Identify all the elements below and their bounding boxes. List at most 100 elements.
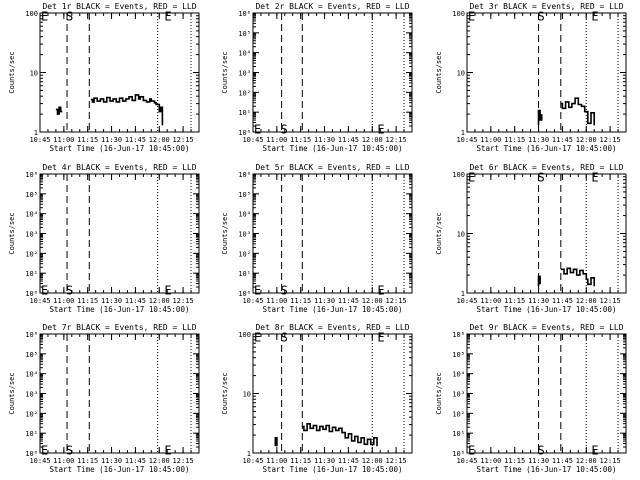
y-tick-label: 10⁰	[25, 290, 38, 298]
x-tick-label: 11:30	[101, 457, 122, 465]
x-axis-label: Start Time (16-Jun-17 10:45:00)	[477, 144, 617, 153]
detector-panel-3: Det 3r BLACK = Events, RED = LLD 1 10 100 10…	[435, 2, 627, 153]
y-tick-label: 10⁶	[25, 331, 38, 339]
edge-mark: E	[468, 444, 475, 458]
x-tick-label: 11:30	[528, 136, 549, 144]
y-tick-label: 10⁶	[25, 171, 38, 179]
x-tick-label: 11:15	[290, 297, 311, 305]
x-tick-label: 11:00	[266, 297, 287, 305]
x-tick-label: 12:15	[173, 457, 194, 465]
events-series-segment	[560, 267, 596, 287]
detector-panel-4: Det 4r BLACK = Events, RED = LLD 10⁰ 10¹ 10…	[8, 163, 200, 314]
start-mark: S	[66, 444, 73, 458]
y-tick-label: 100	[452, 10, 465, 18]
y-tick-label: 10⁴	[238, 50, 251, 58]
x-tick-label: 11:45	[338, 136, 359, 144]
y-tick-label: 10⁵	[25, 351, 38, 359]
end-mark: E	[591, 171, 598, 185]
x-tick-label: 11:30	[101, 297, 122, 305]
y-tick-label: 10	[457, 231, 465, 239]
x-tick-label: 11:15	[504, 136, 525, 144]
y-tick-label: 10⁰	[452, 450, 465, 458]
x-tick-label: 11:45	[338, 457, 359, 465]
y-tick-label: 10	[457, 70, 465, 78]
y-tick-label: 10	[30, 70, 38, 78]
detector-panel-2: Det 2r BLACK = Events, RED = LLD 10⁰ 10¹ 10…	[221, 2, 413, 153]
x-tick-label: 11:30	[314, 457, 335, 465]
y-tick-label: 10²	[25, 410, 38, 418]
start-mark: S	[66, 10, 73, 24]
x-tick-label: 11:15	[504, 457, 525, 465]
y-tick-label: 10⁰	[238, 290, 251, 298]
events-series-segment	[274, 436, 278, 447]
x-tick-label: 11:30	[528, 297, 549, 305]
x-tick-label: 11:45	[552, 297, 573, 305]
y-axis-label: Counts/sec	[8, 212, 16, 254]
plot-frame	[252, 12, 413, 133]
end-mark: E	[377, 123, 384, 137]
y-axis-label: Counts/sec	[8, 372, 16, 414]
y-tick-label: 10²	[25, 250, 38, 258]
plot-frame	[466, 333, 627, 454]
panel-title: Det 8r BLACK = Events, RED = LLD	[255, 323, 409, 332]
panel-title: Det 6r BLACK = Events, RED = LLD	[469, 163, 623, 172]
x-tick-label: 12:00	[576, 136, 597, 144]
x-tick-label: 11:15	[290, 136, 311, 144]
start-mark: S	[538, 10, 545, 24]
edge-mark: E	[41, 10, 48, 24]
panel-title: Det 9r BLACK = Events, RED = LLD	[469, 323, 623, 332]
y-tick-label: 1	[461, 129, 465, 137]
x-tick-label: 10:45	[242, 136, 263, 144]
y-tick-label: 10⁵	[452, 351, 465, 359]
edge-mark: E	[254, 123, 261, 137]
y-tick-label: 10²	[452, 410, 465, 418]
x-tick-label: 12:15	[600, 457, 621, 465]
y-tick-label: 10⁶	[238, 10, 251, 18]
panel-title: Det 5r BLACK = Events, RED = LLD	[255, 163, 409, 172]
y-axis-label: Counts/sec	[435, 212, 443, 254]
start-mark: S	[281, 284, 288, 298]
x-tick-label: 11:00	[53, 136, 74, 144]
end-mark: E	[164, 10, 171, 24]
end-mark: E	[164, 284, 171, 298]
start-mark: S	[538, 444, 545, 458]
edge-mark: E	[468, 10, 475, 24]
panel-title: Det 7r BLACK = Events, RED = LLD	[42, 323, 196, 332]
plot-frame	[39, 12, 200, 133]
x-tick-label: 11:00	[480, 136, 501, 144]
y-tick-label: 10⁴	[25, 211, 38, 219]
events-series-segment	[90, 94, 164, 126]
y-tick-label: 10¹	[238, 270, 251, 278]
x-tick-label: 12:15	[173, 136, 194, 144]
detector-panel-8: Det 8r BLACK = Events, RED = LLD 1 10 100 10…	[221, 323, 413, 474]
x-tick-label: 11:45	[552, 136, 573, 144]
y-tick-label: 10⁶	[238, 171, 251, 179]
x-axis-label: Start Time (16-Jun-17 10:45:00)	[263, 305, 403, 314]
x-tick-label: 12:00	[362, 297, 383, 305]
plot-frame	[466, 12, 627, 133]
y-axis-label: Counts/sec	[221, 51, 229, 93]
edge-mark: E	[468, 171, 475, 185]
plot-frame	[39, 173, 200, 294]
edge-mark: E	[41, 444, 48, 458]
detector-panel-7: Det 7r BLACK = Events, RED = LLD 10⁰ 10¹ 10…	[8, 323, 200, 474]
y-axis-label: Counts/sec	[221, 212, 229, 254]
start-mark: S	[538, 171, 545, 185]
y-axis-label: Counts/sec	[435, 51, 443, 93]
x-axis-label: Start Time (16-Jun-17 10:45:00)	[50, 305, 190, 314]
x-tick-label: 11:00	[266, 136, 287, 144]
x-tick-label: 12:15	[386, 457, 407, 465]
y-tick-label: 1	[34, 129, 38, 137]
y-tick-label: 10²	[238, 89, 251, 97]
x-tick-label: 11:45	[125, 457, 146, 465]
x-tick-label: 12:15	[173, 297, 194, 305]
edge-mark: E	[254, 284, 261, 298]
x-axis-label: Start Time (16-Jun-17 10:45:00)	[263, 144, 403, 153]
x-tick-label: 11:45	[552, 457, 573, 465]
x-tick-label: 12:00	[149, 457, 170, 465]
y-tick-label: 10³	[238, 70, 251, 78]
x-tick-label: 12:15	[600, 136, 621, 144]
x-tick-label: 12:00	[576, 297, 597, 305]
x-tick-label: 12:00	[576, 457, 597, 465]
x-tick-label: 11:00	[480, 297, 501, 305]
